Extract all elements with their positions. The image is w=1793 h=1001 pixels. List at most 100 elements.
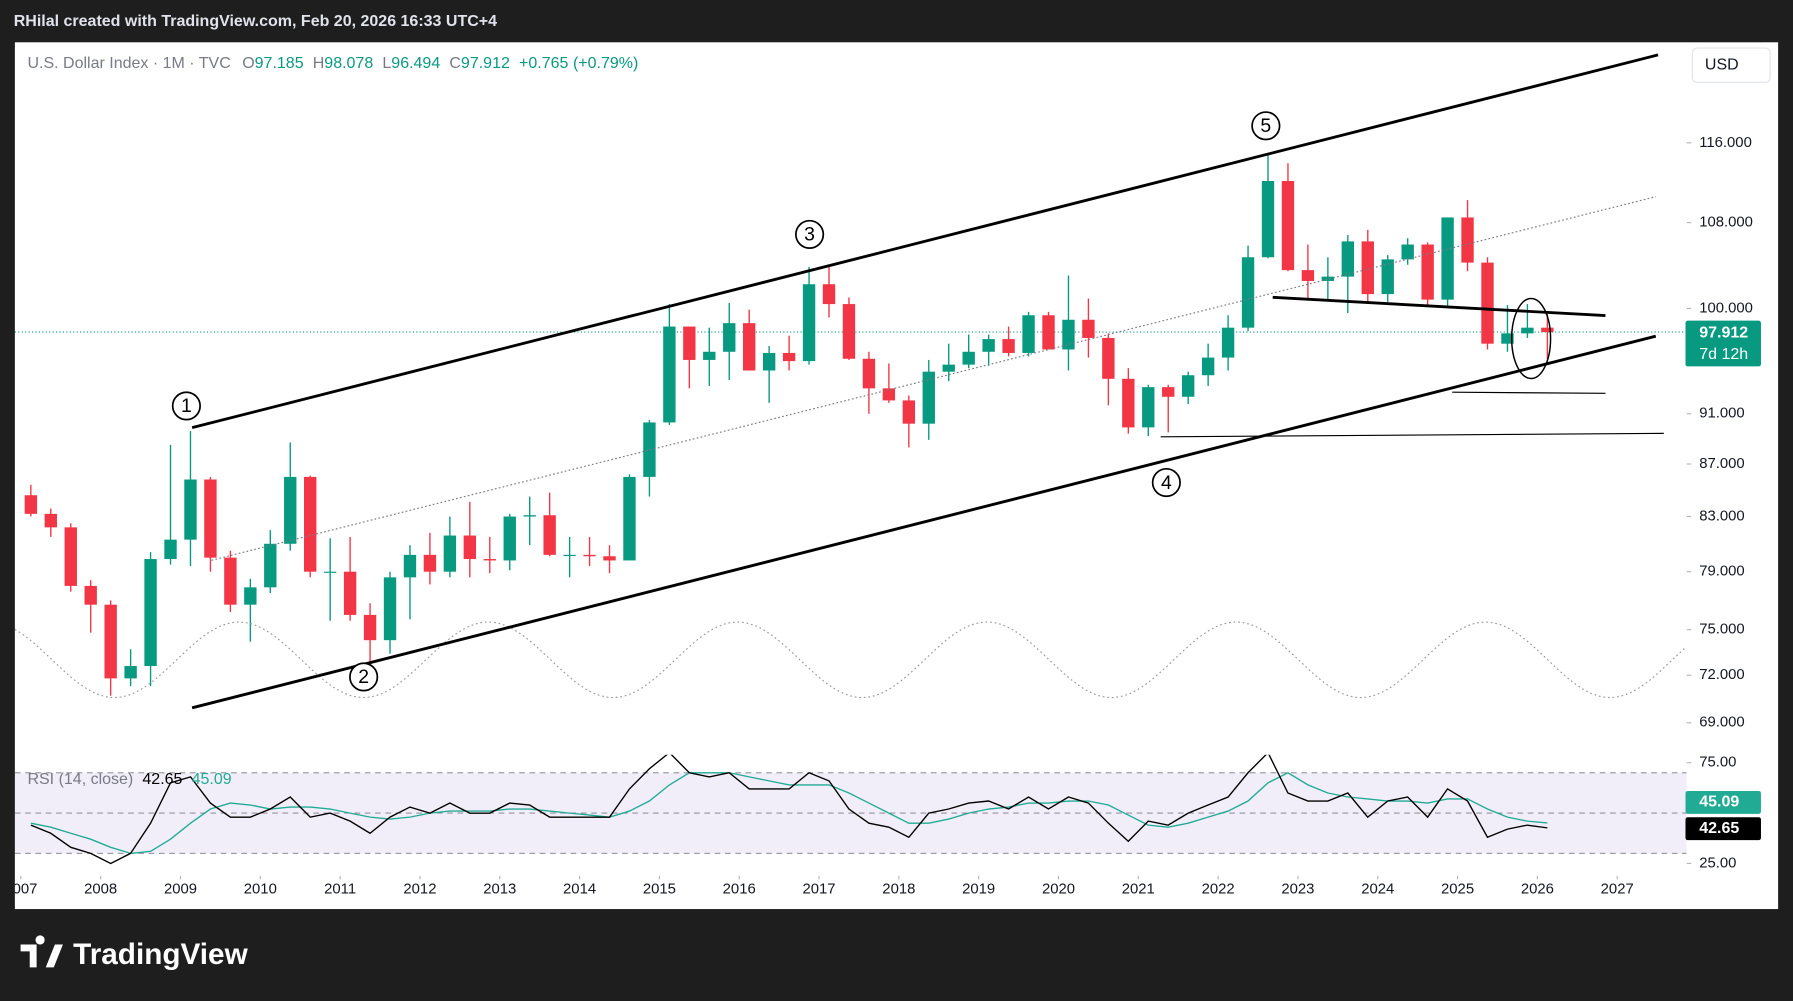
rsi-ma-box-label: 45.09 bbox=[1699, 794, 1739, 811]
chart-panel bbox=[14, 42, 1779, 910]
candle-body bbox=[862, 358, 876, 389]
candle-body bbox=[762, 352, 776, 371]
candle-body bbox=[723, 323, 736, 352]
y-tick-label: 100.000 bbox=[1699, 300, 1753, 316]
channel-midline bbox=[211, 196, 1656, 561]
x-tick-label: 2021 bbox=[1122, 882, 1155, 898]
rsi-value: 42.65 bbox=[142, 771, 182, 788]
candle-body bbox=[1401, 244, 1414, 260]
x-tick-label: 2023 bbox=[1281, 882, 1314, 898]
highlight-ellipse bbox=[1510, 297, 1552, 380]
currency-button[interactable]: USD bbox=[1691, 47, 1771, 83]
x-tick-label: 2026 bbox=[1521, 882, 1554, 898]
rsi-line bbox=[30, 754, 1548, 865]
x-tick-label: 2008 bbox=[84, 882, 117, 898]
candle-body bbox=[1481, 262, 1494, 344]
y-tick-label: 108.000 bbox=[1699, 215, 1753, 231]
currency[interactable]: USD bbox=[1705, 56, 1739, 73]
rsi-ma-value: 45.09 bbox=[192, 771, 232, 788]
x-tick-label: 2020 bbox=[1042, 882, 1075, 898]
candle-body bbox=[363, 614, 377, 641]
candle-body bbox=[423, 554, 437, 572]
support-line bbox=[1452, 391, 1606, 394]
candle-body bbox=[523, 515, 536, 517]
y-tick-label: 79.000 bbox=[1699, 564, 1744, 580]
x-tick-label: 2027 bbox=[1601, 882, 1634, 898]
currency-box[interactable] bbox=[1691, 47, 1771, 83]
candle-body bbox=[1022, 315, 1035, 353]
y-tick-label: 75.000 bbox=[1699, 622, 1744, 638]
rsi-tick-label: 25.00 bbox=[1699, 855, 1736, 871]
candle-body bbox=[44, 513, 57, 528]
candle-body bbox=[882, 388, 896, 401]
candle-body bbox=[24, 495, 38, 514]
x-tick-label: 2012 bbox=[403, 882, 436, 898]
rsi-box bbox=[1685, 817, 1761, 841]
rsi-box-label: 42.65 bbox=[1699, 820, 1739, 837]
rsi-title: RSI (14, close) bbox=[27, 771, 133, 788]
candle-body bbox=[583, 554, 596, 557]
price-pane bbox=[14, 154, 1687, 696]
candle-body bbox=[144, 559, 157, 667]
candle-body bbox=[463, 535, 477, 560]
candle-body bbox=[1321, 276, 1335, 281]
y-tick-label: 72.000 bbox=[1699, 667, 1744, 683]
candle-body bbox=[1421, 244, 1434, 300]
x-tick-label: 2019 bbox=[962, 882, 995, 898]
candle-body bbox=[1241, 257, 1255, 328]
candle-body bbox=[244, 587, 257, 605]
x-tick-label: 2014 bbox=[563, 882, 596, 898]
candle-body bbox=[1201, 357, 1215, 376]
y-tick-label: 91.000 bbox=[1699, 406, 1744, 422]
candle-body bbox=[743, 323, 756, 371]
candle-body bbox=[104, 604, 117, 679]
candle-body bbox=[304, 476, 317, 572]
candle-body bbox=[643, 422, 656, 477]
rsi-tick-label: 75.00 bbox=[1699, 755, 1736, 771]
candle-body bbox=[1381, 259, 1394, 295]
candle-body bbox=[1082, 319, 1095, 338]
x-tick-label: 2010 bbox=[244, 882, 277, 898]
candle-body bbox=[343, 571, 357, 615]
ohlc-value: 97.912 bbox=[461, 55, 510, 72]
x-axis: 2007 2008 2009 2010 2011 2012 2013 2014 2015 2016… bbox=[4, 875, 1634, 898]
rsi-pane bbox=[14, 754, 1687, 865]
brand: TradingView bbox=[20, 935, 249, 971]
symbol-legend: U.S. Dollar Index · 1M · TVC O97.185 H98.0… bbox=[27, 55, 638, 72]
countdown: 7d 12h bbox=[1699, 346, 1748, 363]
candle-body bbox=[1142, 387, 1155, 428]
y-tick-label: 83.000 bbox=[1699, 508, 1744, 524]
y-tick-label: 69.000 bbox=[1699, 715, 1744, 731]
wave-number: 3 bbox=[804, 224, 815, 246]
channel-upper bbox=[191, 53, 1659, 430]
candle-body bbox=[184, 479, 197, 540]
rsi-ma-line bbox=[30, 771, 1548, 855]
candle-body bbox=[284, 476, 297, 544]
candle-body bbox=[1002, 339, 1015, 353]
candle-body bbox=[1341, 241, 1355, 277]
candle-body bbox=[383, 577, 397, 641]
candle-body bbox=[1361, 241, 1374, 295]
candle-body bbox=[1162, 387, 1175, 397]
candle-body bbox=[264, 543, 277, 588]
drawings: 1 2 3 4 5 bbox=[14, 53, 1686, 710]
ohlc-label: H bbox=[313, 55, 325, 72]
brand-name: TradingView bbox=[73, 938, 248, 971]
candle-body bbox=[1182, 375, 1195, 397]
support-line bbox=[1160, 432, 1664, 438]
wave-label: 1 bbox=[171, 391, 201, 421]
candle-body bbox=[1062, 319, 1075, 350]
wave-label: 4 bbox=[1151, 467, 1181, 498]
candle-body bbox=[1501, 333, 1514, 344]
x-tick-label: 2007 bbox=[4, 882, 37, 898]
wave-number: 1 bbox=[181, 395, 192, 417]
wave-number: 2 bbox=[358, 666, 369, 688]
candle-body bbox=[1221, 327, 1235, 358]
rsi-legend: RSI (14, close) 42.65 45.09 bbox=[27, 771, 231, 788]
candle-body bbox=[663, 326, 676, 423]
change: +0.765 bbox=[519, 55, 568, 72]
candle-body bbox=[1521, 327, 1534, 334]
ohlc-value: 97.185 bbox=[255, 55, 304, 72]
candle-body bbox=[842, 304, 856, 359]
candle-body bbox=[623, 476, 636, 561]
